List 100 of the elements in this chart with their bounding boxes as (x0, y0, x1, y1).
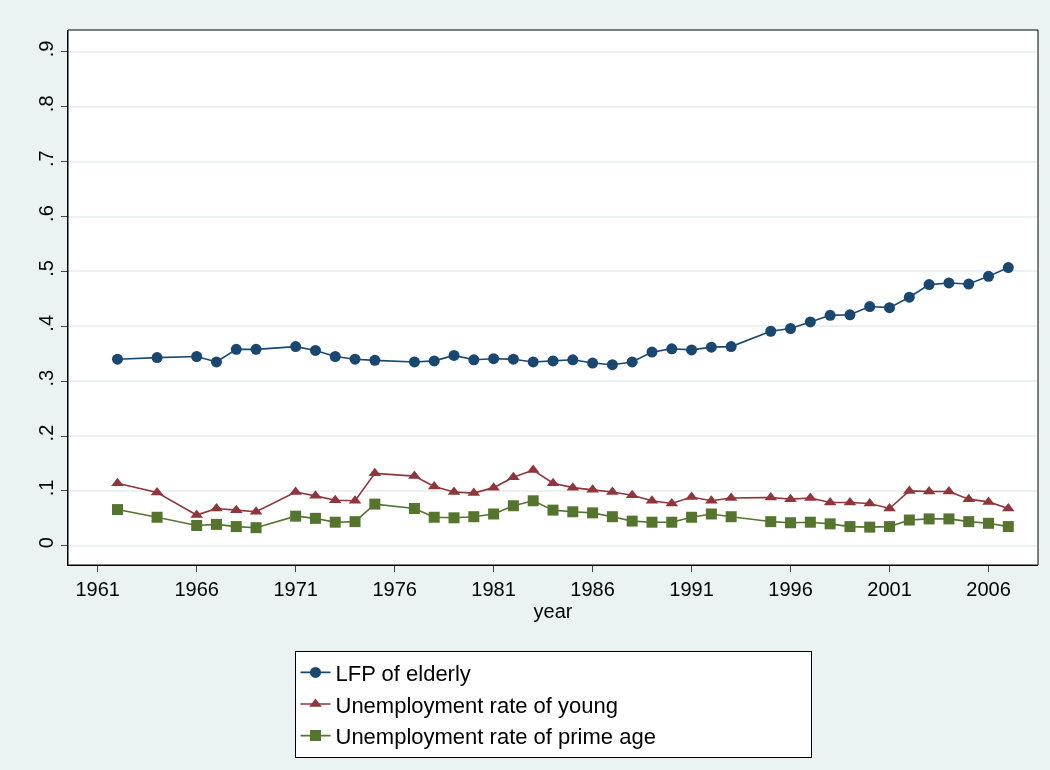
y-tick-label: .2 (35, 424, 57, 442)
point (250, 343, 262, 355)
point (943, 277, 955, 289)
point (111, 504, 123, 516)
point (468, 511, 480, 523)
point (903, 514, 915, 526)
x-axis-title: year (533, 600, 573, 622)
point (527, 356, 539, 368)
point (309, 344, 321, 356)
point (804, 316, 816, 328)
point (705, 508, 717, 520)
point (765, 516, 777, 528)
point (210, 356, 222, 368)
point (1002, 262, 1014, 274)
point (547, 355, 559, 367)
point (903, 291, 915, 303)
x-tick-label: 1961 (75, 578, 120, 600)
point (942, 485, 956, 495)
x-tick-label: 1986 (570, 578, 615, 600)
point (230, 343, 242, 355)
point (824, 518, 836, 530)
y-tick-label: .7 (35, 150, 57, 168)
y-tick-label: .4 (35, 314, 57, 332)
point (922, 485, 936, 495)
point (666, 516, 678, 528)
point (230, 521, 242, 533)
point (191, 350, 203, 362)
point (843, 496, 857, 506)
y-tick-label: .8 (35, 95, 57, 113)
x-tick-label: 1966 (174, 578, 219, 600)
point (824, 309, 836, 321)
point (844, 309, 856, 321)
point (884, 521, 896, 533)
point (725, 511, 737, 523)
point (923, 279, 935, 291)
point (468, 354, 480, 366)
point (290, 341, 302, 353)
x-tick-label: 2006 (966, 578, 1011, 600)
point (963, 278, 975, 290)
x-tick-label: 1991 (669, 578, 714, 600)
x-tick-label: 1981 (471, 578, 516, 600)
point (547, 504, 559, 516)
y-tick-label: 0 (35, 537, 57, 549)
point (1001, 502, 1015, 512)
point (290, 510, 302, 522)
point (844, 521, 856, 533)
point (646, 516, 658, 528)
point (151, 511, 163, 523)
point (369, 354, 381, 366)
point (428, 355, 440, 367)
point (448, 349, 460, 361)
point (210, 502, 223, 512)
legend-label: Unemployment rate of prime age (335, 724, 656, 750)
point (408, 356, 420, 368)
point (488, 508, 500, 520)
x-tick-label: 2001 (867, 578, 912, 600)
point (567, 354, 579, 366)
point (369, 498, 381, 510)
x-tick-label: 1996 (768, 578, 813, 600)
point (883, 502, 896, 512)
point (567, 506, 579, 518)
point (349, 353, 361, 365)
point (587, 357, 599, 369)
point (646, 346, 658, 358)
point (587, 507, 599, 519)
point (329, 516, 341, 528)
point (626, 515, 638, 527)
point (943, 513, 955, 525)
legend-label: Unemployment rate of young (335, 692, 618, 718)
point (785, 517, 797, 529)
point (349, 516, 361, 528)
point (507, 353, 519, 365)
point (823, 496, 837, 506)
point (527, 495, 539, 507)
point (151, 352, 163, 364)
y-tick-label: .6 (35, 205, 57, 222)
point (725, 341, 737, 353)
point (428, 511, 440, 523)
y-tick-label: .5 (35, 260, 57, 277)
point (666, 343, 678, 355)
point (884, 302, 896, 314)
point (250, 522, 262, 534)
x-tick-label: 1976 (372, 578, 417, 600)
point (686, 344, 698, 356)
point (507, 500, 519, 512)
point (309, 512, 321, 524)
point (864, 301, 876, 313)
point (705, 341, 717, 353)
point (606, 359, 618, 371)
point (488, 353, 500, 365)
point (625, 489, 639, 499)
point (210, 518, 222, 530)
point (448, 512, 460, 524)
legend-label: LFP of elderly (335, 660, 471, 686)
point (983, 270, 995, 282)
y-tick-label: .9 (35, 40, 57, 58)
point (1002, 521, 1014, 533)
x-tick-label: 1971 (273, 578, 318, 600)
point (804, 516, 816, 528)
point (191, 519, 203, 531)
